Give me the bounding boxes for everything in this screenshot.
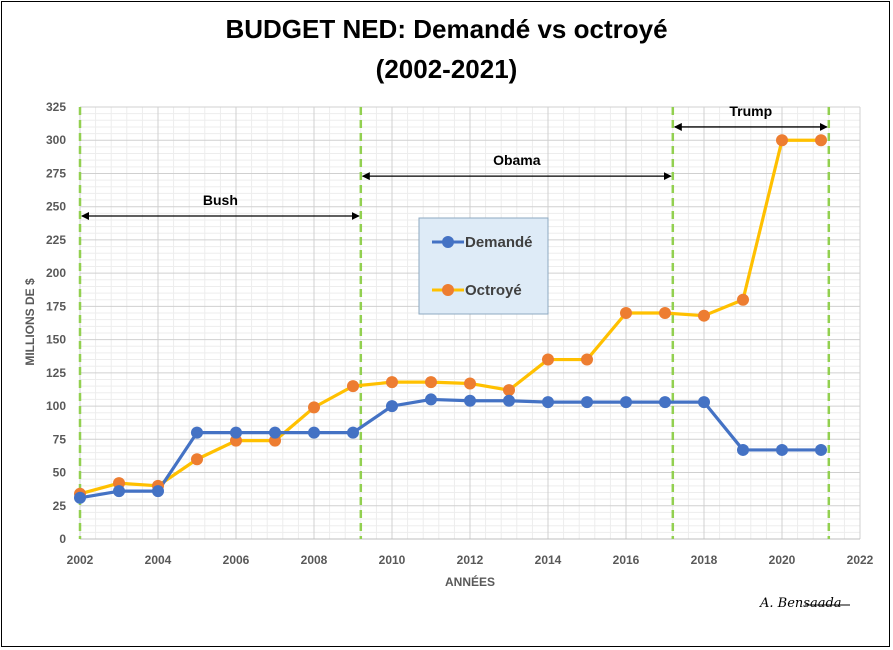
x-tick-label: 2006 bbox=[223, 553, 250, 567]
x-tick-label: 2018 bbox=[691, 553, 718, 567]
demande-point bbox=[308, 426, 320, 439]
demande-point bbox=[581, 396, 593, 409]
x-axis-label: ANNÉES bbox=[445, 574, 495, 589]
demande-point bbox=[269, 426, 281, 439]
y-tick-label: 25 bbox=[53, 499, 67, 513]
x-tick-label: 2022 bbox=[847, 553, 874, 567]
octroye-point bbox=[386, 376, 398, 389]
y-tick-labels: 0 25 50 75 100 125 150 175 200 225 250 275 300 325 bbox=[46, 100, 66, 546]
era-annotations: Bush Obama Trump bbox=[81, 103, 828, 220]
x-tick-label: 2004 bbox=[145, 553, 172, 567]
chart-subtitle: (2002-2021) bbox=[375, 54, 518, 84]
x-tick-labels: 2002 2004 2006 2008 2010 2012 2014 2016 2018 2020… bbox=[67, 553, 874, 567]
octroye-point bbox=[659, 307, 671, 320]
octroye-point bbox=[698, 309, 710, 322]
demande-point bbox=[386, 400, 398, 413]
demande-point bbox=[737, 443, 749, 456]
demande-point bbox=[425, 393, 437, 406]
x-tick-label: 2016 bbox=[613, 553, 640, 567]
y-tick-label: 125 bbox=[46, 366, 66, 380]
y-tick-label: 200 bbox=[46, 266, 66, 280]
x-tick-label: 2002 bbox=[67, 553, 94, 567]
legend: Demandé Octroyé bbox=[418, 217, 549, 315]
demande-point bbox=[230, 426, 242, 439]
octroye-point bbox=[308, 401, 320, 414]
octroye-series-line bbox=[79, 138, 821, 496]
y-axis-label: MILLIONS DE $ bbox=[23, 278, 37, 366]
demande-point bbox=[659, 396, 671, 409]
y-tick-label: 100 bbox=[46, 399, 66, 413]
y-tick-label: 175 bbox=[46, 299, 66, 313]
octroye-point bbox=[425, 376, 437, 389]
octroye-point bbox=[776, 134, 788, 147]
demande-point bbox=[620, 396, 632, 409]
grid-lines bbox=[79, 106, 861, 540]
octroye-point bbox=[542, 353, 554, 366]
demande-point bbox=[347, 426, 359, 439]
demande-point bbox=[152, 485, 164, 498]
octroye-point bbox=[191, 453, 203, 466]
octroye-point bbox=[464, 377, 476, 390]
legend-octroye-label: Octroyé bbox=[465, 282, 522, 299]
y-tick-label: 75 bbox=[53, 432, 67, 446]
demande-point bbox=[698, 396, 710, 409]
octroye-point bbox=[503, 384, 515, 397]
y-tick-label: 150 bbox=[46, 333, 66, 347]
legend-demande-marker bbox=[442, 236, 454, 248]
y-tick-label: 300 bbox=[46, 133, 66, 147]
legend-octroye-marker bbox=[442, 284, 454, 296]
legend-box bbox=[418, 217, 549, 315]
demande-point bbox=[542, 396, 554, 409]
x-tick-label: 2010 bbox=[379, 553, 406, 567]
chart-title: BUDGET NED: Demandé vs octroyé bbox=[225, 14, 668, 44]
demande-point bbox=[113, 485, 125, 498]
demande-point bbox=[191, 426, 203, 439]
demande-series-line bbox=[79, 397, 821, 500]
demande-point bbox=[74, 491, 86, 504]
y-tick-label: 325 bbox=[46, 100, 66, 114]
octroye-point bbox=[815, 134, 827, 147]
era-label: Obama bbox=[493, 152, 541, 168]
era-label: Trump bbox=[729, 103, 772, 119]
era-label: Bush bbox=[203, 192, 238, 208]
octroye-point bbox=[737, 293, 749, 306]
octroye-point bbox=[347, 380, 359, 393]
signature-text: A. Bensaada bbox=[759, 596, 842, 611]
x-tick-label: 2008 bbox=[301, 553, 328, 567]
y-tick-label: 250 bbox=[46, 200, 66, 214]
demande-point bbox=[503, 394, 515, 407]
y-tick-label: 50 bbox=[53, 466, 67, 480]
y-tick-label: 0 bbox=[59, 532, 66, 546]
x-tick-label: 2012 bbox=[457, 553, 484, 567]
y-tick-label: 275 bbox=[46, 166, 66, 180]
demande-point bbox=[776, 443, 788, 456]
series-group bbox=[74, 134, 827, 504]
signature: A. Bensaada bbox=[759, 596, 850, 611]
octroye-point bbox=[581, 353, 593, 366]
demande-point bbox=[815, 443, 827, 456]
legend-demande-label: Demandé bbox=[465, 234, 533, 251]
x-tick-label: 2014 bbox=[535, 553, 562, 567]
x-tick-label: 2020 bbox=[769, 553, 796, 567]
y-tick-label: 225 bbox=[46, 233, 66, 247]
demande-point bbox=[464, 394, 476, 407]
era-dividers bbox=[78, 107, 831, 539]
octroye-point bbox=[620, 307, 632, 320]
